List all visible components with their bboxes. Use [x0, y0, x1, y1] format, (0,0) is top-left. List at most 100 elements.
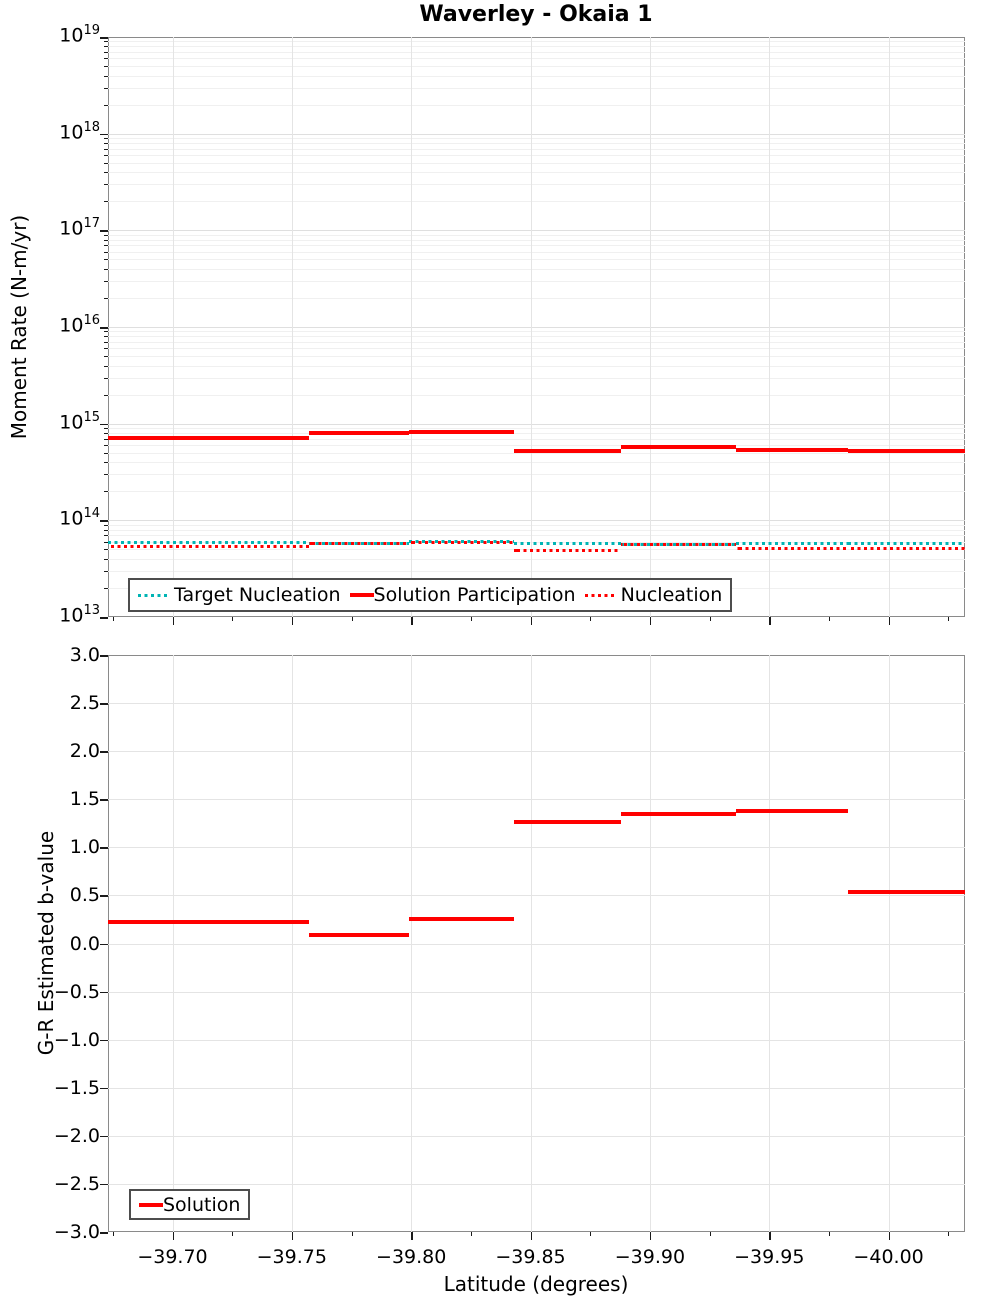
moment-target-nucleation-segment — [848, 541, 965, 545]
tick-mark — [649, 1232, 652, 1240]
tick-mark — [948, 617, 950, 621]
moment-nucleation-segment — [408, 541, 514, 544]
minor-gridline — [108, 336, 965, 338]
tick-mark — [104, 138, 108, 140]
minor-gridline — [108, 268, 965, 270]
minor-gridline — [108, 172, 965, 174]
minor-gridline — [108, 438, 965, 440]
bvalue-solution-segment — [848, 889, 965, 894]
moment-nucleation-segment — [308, 541, 409, 545]
x-tick-label: −39.80 — [376, 1246, 447, 1268]
tick-mark — [172, 1232, 174, 1240]
minor-gridline — [108, 348, 965, 350]
minor-gridline — [108, 331, 965, 333]
tick-mark — [470, 1232, 472, 1236]
minor-gridline — [108, 491, 965, 493]
major-gridline — [108, 230, 965, 232]
minor-gridline — [108, 342, 965, 343]
solution-participation-swatch — [349, 593, 374, 597]
tick-mark — [100, 1135, 108, 1138]
minor-gridline — [108, 365, 965, 367]
vertical-gridline — [291, 37, 293, 617]
bvalue-solution-segment — [108, 920, 309, 925]
tick-mark — [100, 655, 108, 657]
tick-mark — [104, 143, 108, 144]
tick-mark — [104, 239, 108, 241]
tick-mark — [411, 617, 413, 625]
tick-mark — [104, 297, 108, 299]
tick-mark — [100, 230, 108, 232]
moment-target-nucleation-segment — [735, 541, 848, 545]
minor-gridline — [108, 201, 965, 203]
tick-mark — [104, 474, 108, 476]
major-gridline — [108, 1135, 965, 1137]
minor-gridline — [108, 428, 965, 430]
legend-label-nucleation: Nucleation — [620, 584, 723, 606]
tick-mark — [104, 529, 108, 531]
moment-nucleation-segment — [108, 544, 309, 548]
moment-solution-participation-segment — [735, 447, 848, 452]
vertical-gridline — [530, 37, 532, 617]
x-tick-label: −39.95 — [734, 1246, 805, 1268]
minor-gridline — [108, 570, 965, 572]
tick-mark — [100, 943, 108, 945]
tick-mark — [104, 452, 108, 454]
tick-mark — [104, 234, 108, 236]
moment-target-nucleation-segment — [108, 541, 309, 544]
vertical-gridline — [172, 655, 174, 1232]
tick-mark — [888, 617, 891, 625]
major-gridline — [108, 327, 965, 328]
minor-gridline — [108, 239, 965, 241]
minor-gridline — [108, 155, 965, 157]
moment-rate-y-tick-label: 1013 — [59, 603, 100, 627]
tick-mark — [888, 1232, 891, 1240]
major-gridline — [108, 520, 965, 522]
b-value-y-tick-label: 3.0 — [69, 644, 100, 666]
major-gridline — [108, 133, 965, 135]
moment-rate-y-tick-label: 1019 — [59, 23, 100, 47]
minor-gridline — [108, 52, 965, 53]
tick-mark — [100, 1087, 108, 1090]
tick-mark — [530, 1232, 532, 1240]
moment-nucleation-segment — [848, 547, 965, 551]
tick-mark — [100, 423, 108, 426]
vertical-gridline — [411, 37, 413, 617]
tick-mark — [411, 1232, 413, 1240]
vertical-gridline — [888, 37, 890, 617]
legend-label-target-nucleation: Target Nucleation — [174, 584, 341, 606]
bvalue-solution-segment — [408, 916, 514, 921]
major-gridline — [108, 895, 965, 897]
moment-solution-participation-segment — [513, 449, 622, 454]
tick-mark — [291, 1232, 294, 1240]
minor-gridline — [108, 162, 965, 164]
tick-mark — [112, 1232, 114, 1236]
tick-mark — [104, 535, 108, 537]
major-gridline — [108, 423, 965, 425]
b-value-y-tick-label: 1.5 — [69, 788, 100, 811]
tick-mark — [351, 1232, 353, 1236]
minor-gridline — [108, 558, 965, 560]
tick-mark — [104, 348, 108, 350]
moment-rate-y-tick-label: 1018 — [59, 119, 100, 143]
tick-mark — [104, 259, 108, 261]
tick-mark — [104, 251, 108, 253]
tick-mark — [104, 104, 108, 106]
minor-gridline — [108, 462, 965, 464]
tick-mark — [100, 133, 108, 136]
moment-solution-participation-segment — [848, 449, 965, 454]
tick-mark — [104, 66, 108, 68]
b-value-y-tick-label: −2.5 — [53, 1172, 100, 1195]
moment-rate-y-tick-label: 1015 — [59, 409, 100, 433]
vertical-gridline — [888, 655, 890, 1232]
bvalue-solution-segment — [621, 811, 736, 816]
tick-mark — [100, 1232, 108, 1234]
moment-solution-participation-segment — [108, 436, 309, 440]
minor-gridline — [108, 445, 965, 447]
tick-mark — [100, 1039, 108, 1042]
tick-mark — [104, 268, 108, 270]
minor-gridline — [108, 148, 965, 150]
minor-gridline — [108, 104, 965, 106]
tick-mark — [104, 377, 108, 379]
tick-mark — [100, 847, 108, 849]
tick-mark — [100, 37, 108, 39]
